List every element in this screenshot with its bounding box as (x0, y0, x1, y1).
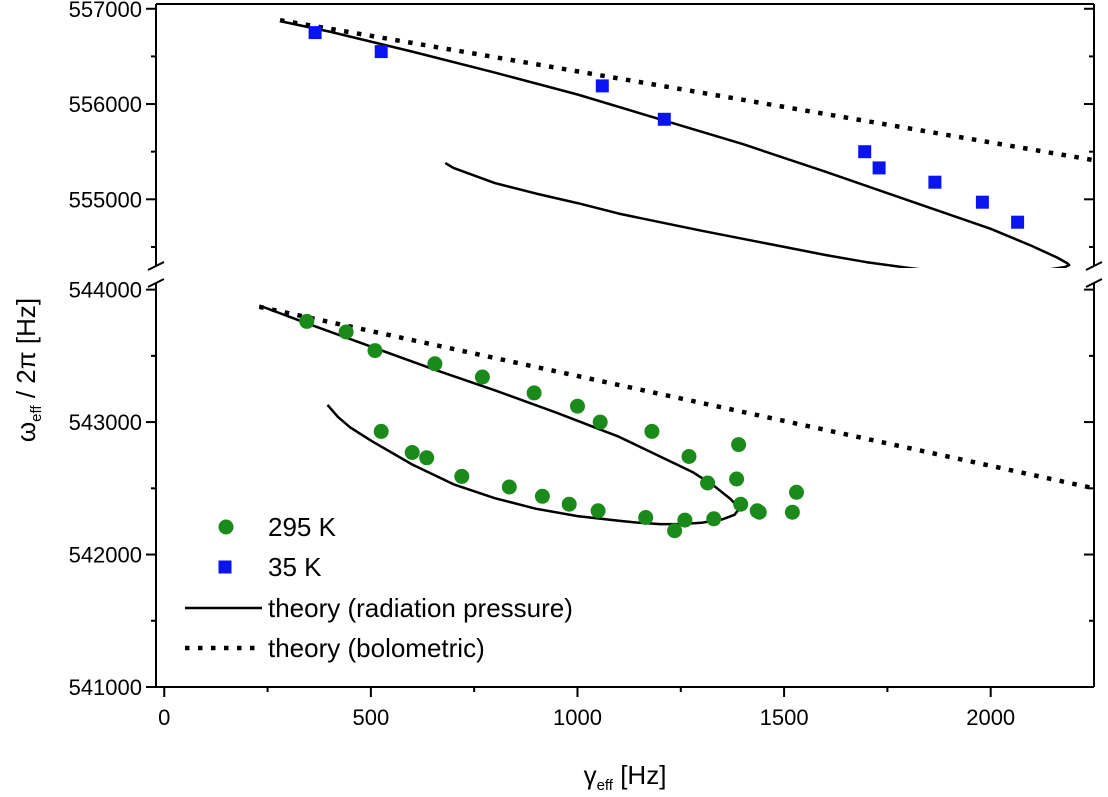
data-point-295k (638, 510, 654, 525)
y-tick-label: 555000 (69, 187, 142, 212)
data-point-295k (299, 313, 315, 329)
x-tick-label: 1000 (553, 705, 602, 730)
data-point-295k (501, 479, 517, 495)
data-point-295k (733, 496, 749, 512)
data-point-295k (729, 471, 745, 487)
data-point-295k (534, 488, 550, 504)
legend-marker-circle (218, 519, 234, 535)
x-tick-label: 500 (353, 705, 390, 730)
data-point-35k (1011, 215, 1025, 229)
break-mark-left-1 (147, 261, 165, 271)
data-point-35k (928, 175, 942, 189)
data-point-295k (667, 523, 683, 539)
data-point-295k (373, 423, 389, 439)
data-point-295k (700, 475, 716, 491)
data-point-295k (454, 468, 470, 484)
data-point-295k (570, 398, 585, 414)
x-tick-label: 0 (158, 705, 170, 730)
data-point-295k (590, 503, 606, 519)
data-point-35k (308, 26, 322, 40)
plot-frame (155, 3, 1095, 688)
legend: 295 K 35 K theory (radiation pressure) t… (185, 512, 573, 663)
data-point-295k (427, 356, 443, 372)
data-point-295k (644, 423, 660, 439)
x-tick-label: 1500 (760, 705, 809, 730)
legend-marker-square (218, 560, 232, 574)
break-mark-right-2 (1085, 278, 1103, 288)
legend-label-35k: 35 K (268, 552, 322, 582)
legend-item-radiation-pressure: theory (radiation pressure) (185, 593, 573, 623)
legend-item-35k: 35 K (218, 552, 322, 582)
ticks: 0 500 1000 1500 2000 555000 556000 557000 541000… (69, 0, 1094, 730)
axis-break-left (147, 261, 165, 288)
data-point-295k (706, 511, 722, 527)
data-points (299, 26, 1025, 539)
data-point-295k (681, 449, 697, 464)
theory-curves (258, 17, 1094, 526)
data-point-295k (789, 484, 804, 500)
data-point-295k (751, 504, 767, 520)
x-axis-title: γeff [Hz] (584, 760, 667, 794)
data-point-295k (404, 445, 420, 460)
data-point-35k (872, 161, 886, 175)
data-point-295k (731, 437, 747, 453)
data-point-295k (419, 450, 435, 466)
data-point-295k (561, 496, 577, 512)
y-tick-label: 543000 (69, 410, 142, 435)
data-point-295k (474, 369, 490, 385)
x-tick-label: 2000 (966, 705, 1015, 730)
y-axis-title: ωeff / 2π [Hz] (11, 298, 45, 442)
legend-item-295k: 295 K (218, 512, 337, 542)
y-tick-label: 542000 (69, 543, 142, 568)
data-point-295k (677, 512, 693, 528)
data-point-35k (858, 145, 872, 159)
y-tick-label: 544000 (69, 278, 142, 303)
y-tick-label: 557000 (69, 0, 142, 22)
data-point-295k (526, 385, 542, 401)
legend-item-bolometric: theory (bolometric) (185, 633, 485, 663)
radiation-pressure-curve (279, 19, 1071, 268)
bolometric-curve (258, 304, 1094, 491)
data-point-295k (784, 504, 800, 520)
break-mark-right-1 (1085, 261, 1103, 271)
axis-break-right (1085, 261, 1103, 288)
data-point-295k (367, 343, 383, 359)
data-point-295k (338, 324, 354, 340)
data-point-35k (657, 112, 671, 126)
bolometric-curve (279, 17, 1094, 163)
legend-label-295k: 295 K (268, 512, 337, 542)
data-point-35k (975, 195, 989, 209)
radiation-pressure-curve (258, 304, 740, 526)
y-tick-label: 556000 (69, 92, 142, 117)
legend-label-radiation-pressure: theory (radiation pressure) (268, 593, 573, 623)
data-point-295k (592, 414, 608, 430)
data-point-35k (595, 79, 609, 93)
y-tick-label: 541000 (69, 675, 142, 700)
legend-label-bolometric: theory (bolometric) (268, 633, 485, 663)
data-point-35k (374, 45, 388, 59)
break-mark-left-2 (147, 278, 165, 288)
